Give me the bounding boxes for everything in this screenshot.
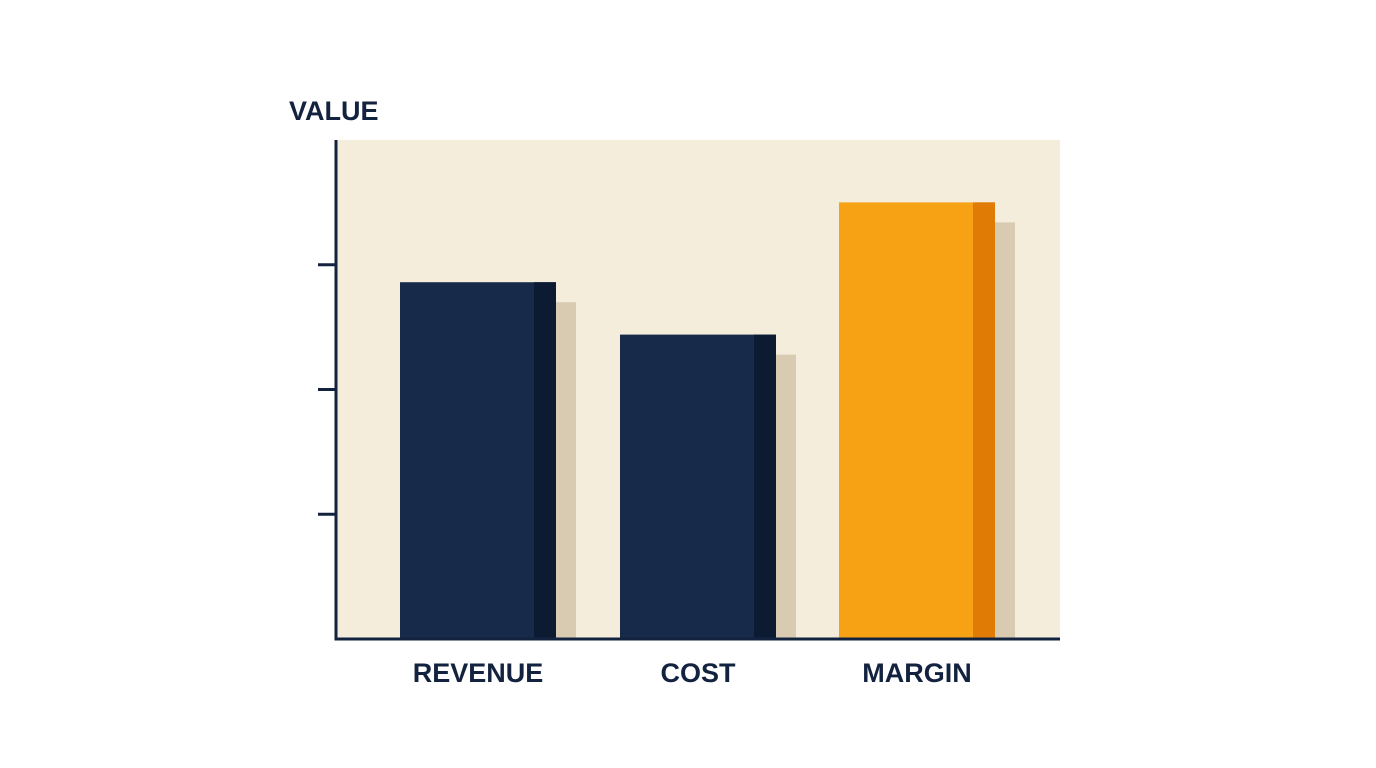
bar-margin: [839, 202, 995, 639]
x-tick-label-cost: COST: [660, 658, 736, 688]
bar-edge-revenue: [534, 282, 556, 639]
bar-edge-margin: [973, 202, 995, 639]
bar-edge-cost: [754, 334, 776, 639]
axes: [318, 140, 1060, 641]
x-tick-label-margin: MARGIN: [862, 658, 972, 688]
bar-cost: [620, 334, 776, 639]
bars: [400, 202, 995, 639]
y-axis-title: VALUE: [289, 96, 379, 126]
x-tick-label-revenue: REVENUE: [413, 658, 544, 688]
bar-revenue: [400, 282, 556, 639]
x-tick-labels: REVENUE COST MARGIN: [413, 658, 972, 688]
